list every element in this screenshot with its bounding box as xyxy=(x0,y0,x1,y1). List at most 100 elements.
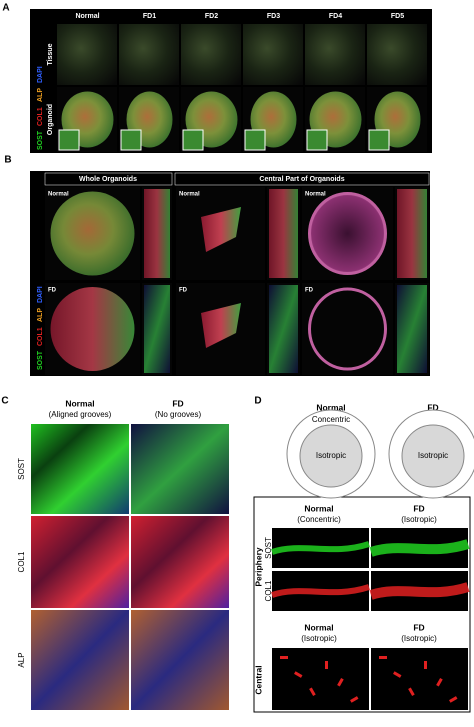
stain-label: COL1 xyxy=(37,107,44,126)
row-label: Organoid xyxy=(47,104,54,135)
header-bg xyxy=(174,172,430,186)
column-title: Normal xyxy=(304,622,333,632)
column-header: FD3 xyxy=(267,13,280,20)
image-label: Normal xyxy=(305,192,326,198)
cell xyxy=(309,687,316,696)
organoid xyxy=(308,287,387,371)
micrograph xyxy=(243,24,303,85)
diagram-title: FD xyxy=(427,402,438,412)
closeup xyxy=(144,189,170,278)
stain-label: SOST xyxy=(37,350,44,370)
stain-label: DAPI xyxy=(37,66,44,83)
panel-label: C xyxy=(1,396,8,407)
panel-label: B xyxy=(4,155,11,166)
inset xyxy=(120,129,142,151)
column-header: Central Part of Organoids xyxy=(259,176,344,183)
micrograph xyxy=(31,610,129,710)
cell xyxy=(393,671,402,678)
closeup xyxy=(397,189,427,278)
row-label: ALP xyxy=(17,652,26,667)
panel-frame xyxy=(253,496,471,713)
cell xyxy=(325,661,328,669)
inner-core xyxy=(299,424,363,488)
stain-label: ALP xyxy=(37,88,44,102)
micrograph xyxy=(119,24,179,85)
image-label: FD xyxy=(305,288,314,294)
organoid xyxy=(308,192,387,275)
group-label: Periphery xyxy=(253,547,263,586)
organoid xyxy=(50,191,135,276)
closeup xyxy=(269,285,298,373)
diagram-title: Normal xyxy=(316,402,345,412)
column-header: Normal xyxy=(75,13,99,20)
column-subtitle: (Concentric) xyxy=(297,515,341,524)
fiber xyxy=(271,541,370,555)
row-label: Tissue xyxy=(47,43,54,65)
column-subtitle: (Isotropic) xyxy=(401,634,437,643)
micrograph xyxy=(367,24,427,85)
micrograph xyxy=(131,610,229,710)
micrograph xyxy=(305,24,365,85)
stain-label: COL1 xyxy=(37,327,44,346)
micrograph xyxy=(31,516,129,608)
row-label: COL1 xyxy=(264,580,273,601)
fiber xyxy=(369,539,470,557)
image-label: Normal xyxy=(179,192,200,198)
cell xyxy=(408,687,415,696)
panel-label: A xyxy=(2,3,9,14)
column-header: FD5 xyxy=(391,13,404,20)
cell xyxy=(337,678,344,687)
inner-core xyxy=(401,424,465,488)
image-label: FD xyxy=(179,288,188,294)
stain-label: ALP xyxy=(37,308,44,322)
row-label: COL1 xyxy=(17,551,26,572)
image-label: Normal xyxy=(48,192,69,198)
closeup xyxy=(397,285,427,373)
micrograph xyxy=(57,24,117,85)
inset xyxy=(368,129,390,151)
column-subtitle: (Aligned grooves) xyxy=(49,410,112,419)
cell xyxy=(350,696,359,703)
cell xyxy=(379,656,387,659)
column-header: FD4 xyxy=(329,13,342,20)
column-subtitle: (No grooves) xyxy=(155,410,202,419)
inset xyxy=(244,129,266,151)
fragment xyxy=(201,207,241,252)
cell xyxy=(436,678,443,687)
micrograph xyxy=(302,283,393,375)
panel-label: D xyxy=(254,396,261,407)
closeup xyxy=(144,285,170,373)
group-label: Central xyxy=(253,665,263,694)
stain-label: DAPI xyxy=(37,286,44,303)
column-header: FD2 xyxy=(205,13,218,20)
row-label: SOST xyxy=(17,458,26,480)
column-title: FD xyxy=(413,622,424,632)
column-title: FD xyxy=(413,503,424,513)
header-bg xyxy=(44,172,173,186)
column-header: Whole Organoids xyxy=(79,176,137,183)
column-subtitle: (Isotropic) xyxy=(401,515,437,524)
micrograph xyxy=(131,516,229,608)
cell xyxy=(294,671,303,678)
column-title: Normal xyxy=(65,398,94,408)
fragment xyxy=(201,303,241,348)
fiber xyxy=(271,584,370,598)
cell xyxy=(449,696,458,703)
column-title: Normal xyxy=(304,503,333,513)
column-header: FD1 xyxy=(143,13,156,20)
row-label: SOST xyxy=(264,537,273,559)
cell xyxy=(280,656,288,659)
region-label: Isotropic xyxy=(316,451,346,460)
column-subtitle: (Isotropic) xyxy=(301,634,337,643)
region-label: Concentric xyxy=(312,415,350,424)
column-title: FD xyxy=(172,398,183,408)
inset xyxy=(58,129,80,151)
micrograph xyxy=(31,424,129,514)
micrograph xyxy=(181,24,241,85)
cell xyxy=(424,661,427,669)
fiber xyxy=(369,582,470,600)
image-label: FD xyxy=(48,288,57,294)
organoid xyxy=(50,287,135,371)
inset xyxy=(306,129,328,151)
